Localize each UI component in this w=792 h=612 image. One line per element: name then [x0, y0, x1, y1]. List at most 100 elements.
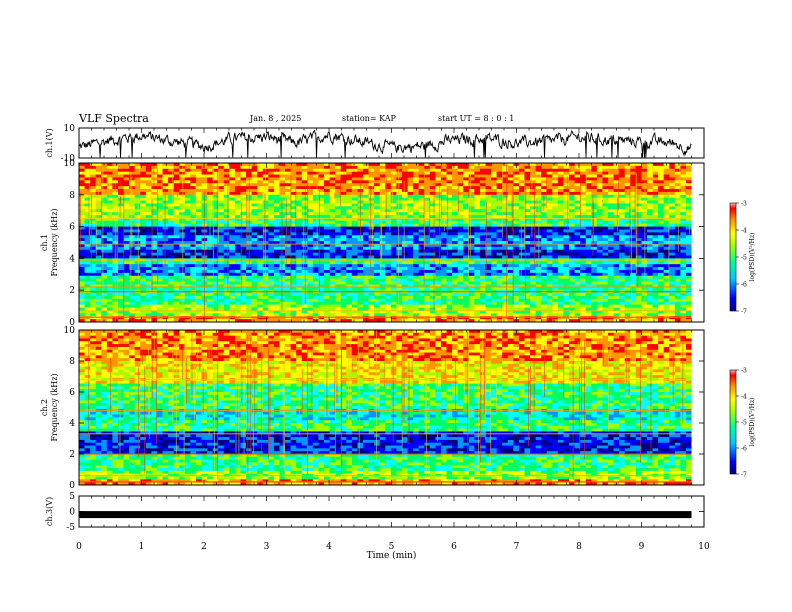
spectrogram-cell — [424, 209, 431, 213]
spectrogram-cell — [418, 272, 425, 277]
spectrogram-cell — [563, 241, 570, 245]
spectrogram-cell — [407, 246, 414, 251]
spectrogram-cell — [474, 255, 481, 259]
spectrogram-cell — [234, 203, 241, 207]
spectrogram-cell — [156, 180, 163, 184]
spectrogram-cell — [212, 243, 219, 248]
spectrogram-cell — [145, 191, 152, 196]
spectrogram-cell — [663, 215, 670, 219]
spectrogram-cell — [134, 165, 141, 170]
spectrogram-cell — [663, 252, 670, 256]
spectrogram-cell — [457, 287, 464, 291]
spectrogram-cell — [184, 284, 191, 288]
spectrogram-cell — [184, 203, 191, 207]
spectrogram-cell — [273, 269, 280, 274]
spectrogram-cell — [296, 249, 303, 254]
spectrogram-cell — [630, 238, 637, 242]
spectrogram-cell — [151, 243, 158, 248]
spectrogram-cell — [658, 232, 665, 236]
spectrogram-cell — [418, 174, 425, 178]
spectrogram-cell — [563, 281, 570, 285]
spectrogram-cell — [479, 287, 486, 291]
spectrogram-cell — [663, 220, 670, 225]
spectrogram-cell — [301, 284, 308, 288]
spectrogram-cell — [140, 223, 147, 227]
spectrogram-cell — [312, 281, 319, 285]
spectrogram-cell — [156, 246, 163, 251]
spectrogram-cell — [251, 186, 258, 190]
spectrogram-cell — [368, 287, 375, 291]
spectrogram-cell — [424, 284, 431, 288]
spectrogram-cell — [613, 267, 620, 271]
spectrogram-cell — [680, 217, 687, 222]
spectrogram-cell — [507, 189, 514, 193]
spectrogram-cell — [240, 200, 247, 204]
spectrogram-cell — [374, 284, 381, 288]
spectrogram-cell — [390, 171, 397, 175]
spectrogram-cell — [463, 215, 470, 219]
spectrogram-cell — [463, 165, 470, 170]
spectrogram-cell — [674, 284, 681, 288]
spectrogram-cell — [335, 287, 342, 291]
spectrogram-cell — [273, 238, 280, 242]
spectrogram-cell — [290, 215, 297, 219]
spectrogram-cell — [117, 177, 124, 181]
spectrogram-cell — [207, 269, 214, 274]
spectrogram-cell — [607, 212, 614, 216]
spectrogram-cell — [179, 235, 186, 239]
spectrogram-cell — [84, 168, 91, 173]
spectrogram-cell — [101, 246, 108, 251]
spectrogram-cell — [552, 223, 559, 227]
spectrogram-cell — [524, 243, 531, 248]
spectrogram-cell — [491, 209, 498, 213]
spectrogram-cell — [585, 229, 592, 233]
spectrogram-cell — [251, 272, 258, 277]
spectrogram-cell — [530, 229, 536, 233]
spectrogram-cell — [173, 238, 180, 242]
spectrogram-cell — [485, 186, 492, 190]
spectrogram-cell — [301, 191, 308, 196]
spectrogram-cell — [279, 186, 286, 190]
spectrogram-cell — [207, 281, 214, 285]
spectrogram-cell — [90, 209, 97, 213]
spectrogram-cell — [145, 200, 152, 204]
spectrogram-cell — [429, 215, 436, 219]
spectrogram-cell — [218, 246, 225, 251]
spectrogram-cell — [452, 177, 459, 181]
spectrogram-cell — [502, 206, 509, 210]
spectrogram-cell — [635, 223, 642, 227]
spectrogram-cell — [663, 180, 670, 184]
spectrogram-cell — [324, 212, 330, 216]
spectrogram-cell — [518, 220, 525, 225]
spectrogram-cell — [129, 284, 136, 288]
spectrogram-cell — [385, 163, 392, 167]
spectrogram-cell — [413, 203, 420, 207]
spectrogram-cell — [418, 186, 425, 190]
spectrogram-cell — [307, 267, 314, 271]
spectrogram-cell — [468, 180, 475, 184]
spectrogram-cell — [580, 223, 587, 227]
spectrogram-cell — [446, 163, 453, 167]
spectrogram-cell — [324, 264, 330, 268]
spectrogram-cell — [630, 241, 637, 245]
spectrogram-cell — [413, 189, 420, 193]
spectrogram-cell — [229, 165, 236, 170]
spectrogram-cell — [535, 163, 542, 167]
spectrogram-cell — [429, 165, 436, 170]
spectrogram-cell — [624, 200, 631, 204]
spectrogram-cell — [268, 255, 275, 259]
spectrogram-cell — [162, 238, 169, 242]
spectrogram-cell — [513, 174, 520, 178]
spectrogram-cell — [106, 281, 113, 285]
spectrogram-cell — [324, 180, 330, 184]
spectrogram-cell — [479, 264, 486, 268]
spectrogram-cell — [312, 278, 319, 282]
spectrogram-cell — [463, 249, 470, 254]
spectrogram-cell — [84, 197, 91, 201]
spectrogram-cell — [607, 200, 614, 204]
spectrogram-cell — [257, 189, 264, 193]
spectrogram-cell — [117, 267, 124, 271]
spectrogram-cell — [212, 168, 219, 173]
spectrogram-cell — [234, 177, 241, 181]
spectrogram-cell — [340, 275, 347, 280]
